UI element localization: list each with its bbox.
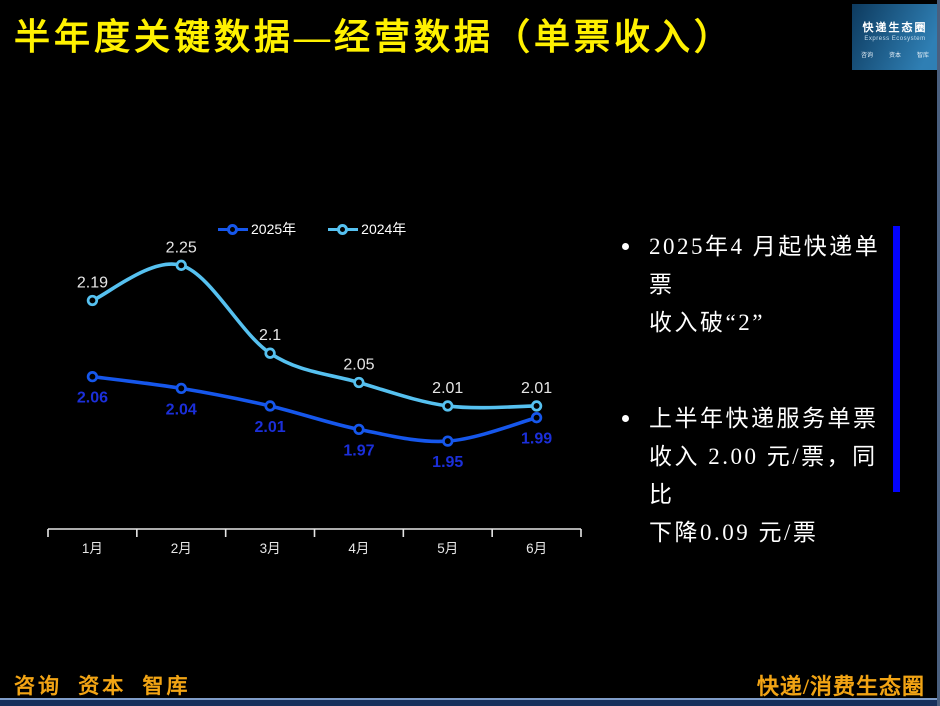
key-points: 2025年4 月起快递单票 收入破“2” 上半年快递服务单票 收入 2.00 元… xyxy=(622,228,890,610)
footer-right: 快递/消费生态圈 xyxy=(756,674,925,699)
data-label-2024年: 2.01 xyxy=(432,380,463,397)
legend-marker-2025-icon xyxy=(218,223,248,235)
chart-legend: 2025年 2024年 xyxy=(218,219,406,239)
legend-marker-2024-icon xyxy=(328,223,359,235)
brand-logo-subtitle: Express Ecosystem xyxy=(864,36,926,42)
brand-tag-consulting: 咨询 xyxy=(861,53,874,59)
legend-label-2025: 2025年 xyxy=(251,221,297,237)
data-label-2025年: 2.01 xyxy=(255,419,286,436)
legend-label-2024: 2024年 xyxy=(361,221,407,237)
data-label-2025年: 1.97 xyxy=(343,442,374,459)
data-label-2024年: 2.25 xyxy=(166,239,197,256)
brand-logo-tagline: 咨询 资本 智库 xyxy=(852,50,937,59)
data-point-2024年 xyxy=(264,347,276,359)
data-point-2025年 xyxy=(530,412,543,424)
line-chart: 1月 2月 3月 4月 5月 6月 2.06 2.04 2.01 1.97 1.95 1.99 2.19… xyxy=(47,239,582,556)
data-label-2025年: 2.06 xyxy=(77,390,108,407)
data-label-2024年: 2.1 xyxy=(259,327,281,344)
brand-logo: 快递生态圈 Express Ecosystem 咨询 资本 智库 xyxy=(852,4,937,70)
bullet-text-2: 上半年快递服务单票 收入 2.00 元/票，同比 下降0.09 元/票 xyxy=(649,406,879,545)
data-point-2025年 xyxy=(175,382,187,395)
data-label-2024年: 2.01 xyxy=(521,380,552,397)
data-point-2024年 xyxy=(175,259,187,271)
data-point-2025年 xyxy=(353,423,365,436)
data-label-2024年: 2.19 xyxy=(77,274,108,291)
data-label-2025年: 1.95 xyxy=(432,454,463,471)
bottom-strip xyxy=(0,698,937,706)
x-axis-label: 5月 xyxy=(437,541,458,556)
bullet-dot-icon xyxy=(622,400,649,552)
bullet-text-1: 2025年4 月起快递单票 收入破“2” xyxy=(649,234,881,335)
data-label-2025年: 1.99 xyxy=(521,431,552,448)
x-axis-label: 2月 xyxy=(171,541,192,556)
bullet-dot-icon xyxy=(622,228,649,342)
data-point-2025年 xyxy=(86,370,99,383)
brand-logo-name: 快递生态圈 xyxy=(862,22,928,34)
data-label-2024年: 2.05 xyxy=(343,357,374,374)
brand-tag-capital: 资本 xyxy=(888,53,901,59)
data-point-2025年 xyxy=(442,435,454,447)
bullet-item-1: 2025年4 月起快递单票 收入破“2” xyxy=(622,228,890,342)
footer-left: 咨询 资本 智库 xyxy=(14,674,191,698)
brand-tag-thinktank: 智库 xyxy=(916,53,929,59)
x-axis-label: 1月 xyxy=(82,541,103,556)
legend-item-2025: 2025年 xyxy=(218,219,296,239)
x-axis-label: 4月 xyxy=(348,541,369,556)
data-label-2025年: 2.04 xyxy=(166,401,197,418)
data-point-2024年 xyxy=(353,376,365,389)
legend-item-2024: 2024年 xyxy=(328,219,406,239)
bullet-item-2: 上半年快递服务单票 收入 2.00 元/票，同比 下降0.09 元/票 xyxy=(622,400,890,552)
data-point-2024年 xyxy=(530,400,543,412)
x-axis-label: 6月 xyxy=(526,541,547,556)
data-point-2025年 xyxy=(264,400,276,412)
series-line-2025年 xyxy=(90,374,539,444)
data-point-2024年 xyxy=(442,400,454,412)
data-point-2024年 xyxy=(86,294,99,307)
page-title: 半年度关键数据—经营数据（单票收入） xyxy=(14,17,735,57)
x-axis-label: 3月 xyxy=(260,541,281,556)
accent-bar xyxy=(893,226,900,492)
